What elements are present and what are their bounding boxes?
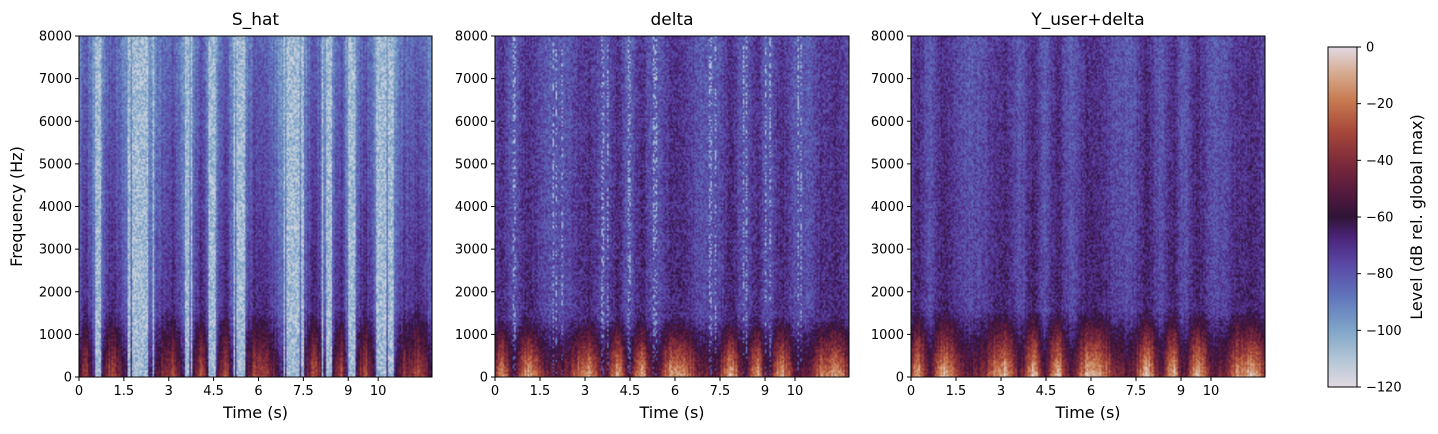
colorbar-tick-label: −100 <box>1366 324 1402 339</box>
x-tick-label: 10 <box>370 384 387 399</box>
spectrogram-panel-1: S_hat 0 1.5 3 4.5 6 7.5 9 10 0 1000 2000 3000 4000 500… <box>7 10 433 422</box>
spectrogram-heatmap <box>911 36 1265 377</box>
colorbar-tick-label: −40 <box>1366 154 1393 169</box>
colorbar-tick-label: 0 <box>1366 41 1374 56</box>
panel-title: Y_user+delta <box>1030 10 1144 30</box>
x-tick-label: 7.5 <box>293 384 314 399</box>
y-tick-label: 7000 <box>871 72 904 87</box>
x-tick-label: 4.5 <box>620 384 641 399</box>
y-tick-label: 2000 <box>455 285 488 300</box>
y-tick-label: 4000 <box>871 200 904 215</box>
y-tick-label: 4000 <box>39 200 72 215</box>
x-tick-label: 3 <box>165 384 173 399</box>
x-tick-label: 9 <box>761 384 769 399</box>
x-tick-label: 9 <box>1177 384 1185 399</box>
spectrogram-heatmap <box>79 36 432 377</box>
x-tick-label: 7.5 <box>1126 384 1147 399</box>
colorbar-tick-label: −60 <box>1366 211 1393 226</box>
y-tick-label: 7000 <box>455 72 488 87</box>
x-tick-label: 3 <box>581 384 589 399</box>
colorbar-gradient <box>1327 46 1358 388</box>
y-tick-label: 4000 <box>455 200 488 215</box>
colorbar-tick-label: −20 <box>1366 97 1393 112</box>
y-tick-label: 1000 <box>39 328 72 343</box>
panel-title: S_hat <box>232 10 279 30</box>
y-tick-label: 8000 <box>871 30 904 45</box>
y-tick-label: 0 <box>896 371 904 386</box>
x-tick-label: 7.5 <box>710 384 731 399</box>
colorbar-tick-label: −80 <box>1366 267 1393 282</box>
spectrogram-heatmap <box>495 36 849 377</box>
x-tick-label: 4.5 <box>203 384 224 399</box>
x-tick-label: 1.5 <box>946 384 967 399</box>
x-tick-label: 6 <box>671 384 679 399</box>
spectrogram-panel-3: Y_user+delta 0 1.5 3 4.5 6 7.5 9 10 0 1000 2000 3000… <box>871 10 1266 422</box>
x-axis-label: Time (s) <box>1054 403 1120 422</box>
colorbar-tick-label: −120 <box>1366 381 1402 396</box>
panel-title: delta <box>650 10 693 30</box>
y-tick-label: 2000 <box>871 285 904 300</box>
y-tick-label: 5000 <box>871 157 904 172</box>
y-tick-label: 3000 <box>455 243 488 258</box>
x-tick-label: 1.5 <box>114 384 135 399</box>
x-tick-label: 10 <box>787 384 804 399</box>
y-tick-label: 7000 <box>39 72 72 87</box>
colorbar-label: Level (dB rel. global max) <box>1407 114 1426 319</box>
x-tick-label: 6 <box>1087 384 1095 399</box>
x-tick-label: 0 <box>491 384 499 399</box>
y-tick-label: 5000 <box>39 157 72 172</box>
y-tick-label: 6000 <box>871 115 904 130</box>
x-tick-label: 6 <box>254 384 262 399</box>
x-tick-label: 0 <box>907 384 915 399</box>
y-tick-label: 2000 <box>39 285 72 300</box>
y-tick-label: 1000 <box>871 328 904 343</box>
y-tick-label: 3000 <box>871 243 904 258</box>
x-tick-label: 0 <box>75 384 83 399</box>
y-tick-label: 6000 <box>455 115 488 130</box>
y-tick-label: 3000 <box>39 243 72 258</box>
colorbar: 0 −20 −40 −60 −80 −100 −120 Level (dB rel. glob… <box>1327 41 1426 396</box>
x-tick-label: 9 <box>344 384 352 399</box>
y-tick-label: 5000 <box>455 157 488 172</box>
x-axis-label: Time (s) <box>222 403 288 422</box>
x-tick-label: 10 <box>1203 384 1220 399</box>
x-axis-label: Time (s) <box>638 403 704 422</box>
y-tick-label: 8000 <box>39 30 72 45</box>
y-tick-label: 0 <box>64 371 72 386</box>
spectrogram-panel-2: delta 0 1.5 3 4.5 6 7.5 9 10 0 1000 2000 3000 4000 500… <box>455 10 850 422</box>
y-axis-label: Frequency (Hz) <box>7 146 26 267</box>
y-tick-label: 8000 <box>455 30 488 45</box>
x-tick-label: 3 <box>997 384 1005 399</box>
y-tick-label: 6000 <box>39 115 72 130</box>
x-tick-label: 1.5 <box>530 384 551 399</box>
x-tick-label: 4.5 <box>1036 384 1057 399</box>
y-tick-label: 0 <box>480 371 488 386</box>
y-tick-label: 1000 <box>455 328 488 343</box>
